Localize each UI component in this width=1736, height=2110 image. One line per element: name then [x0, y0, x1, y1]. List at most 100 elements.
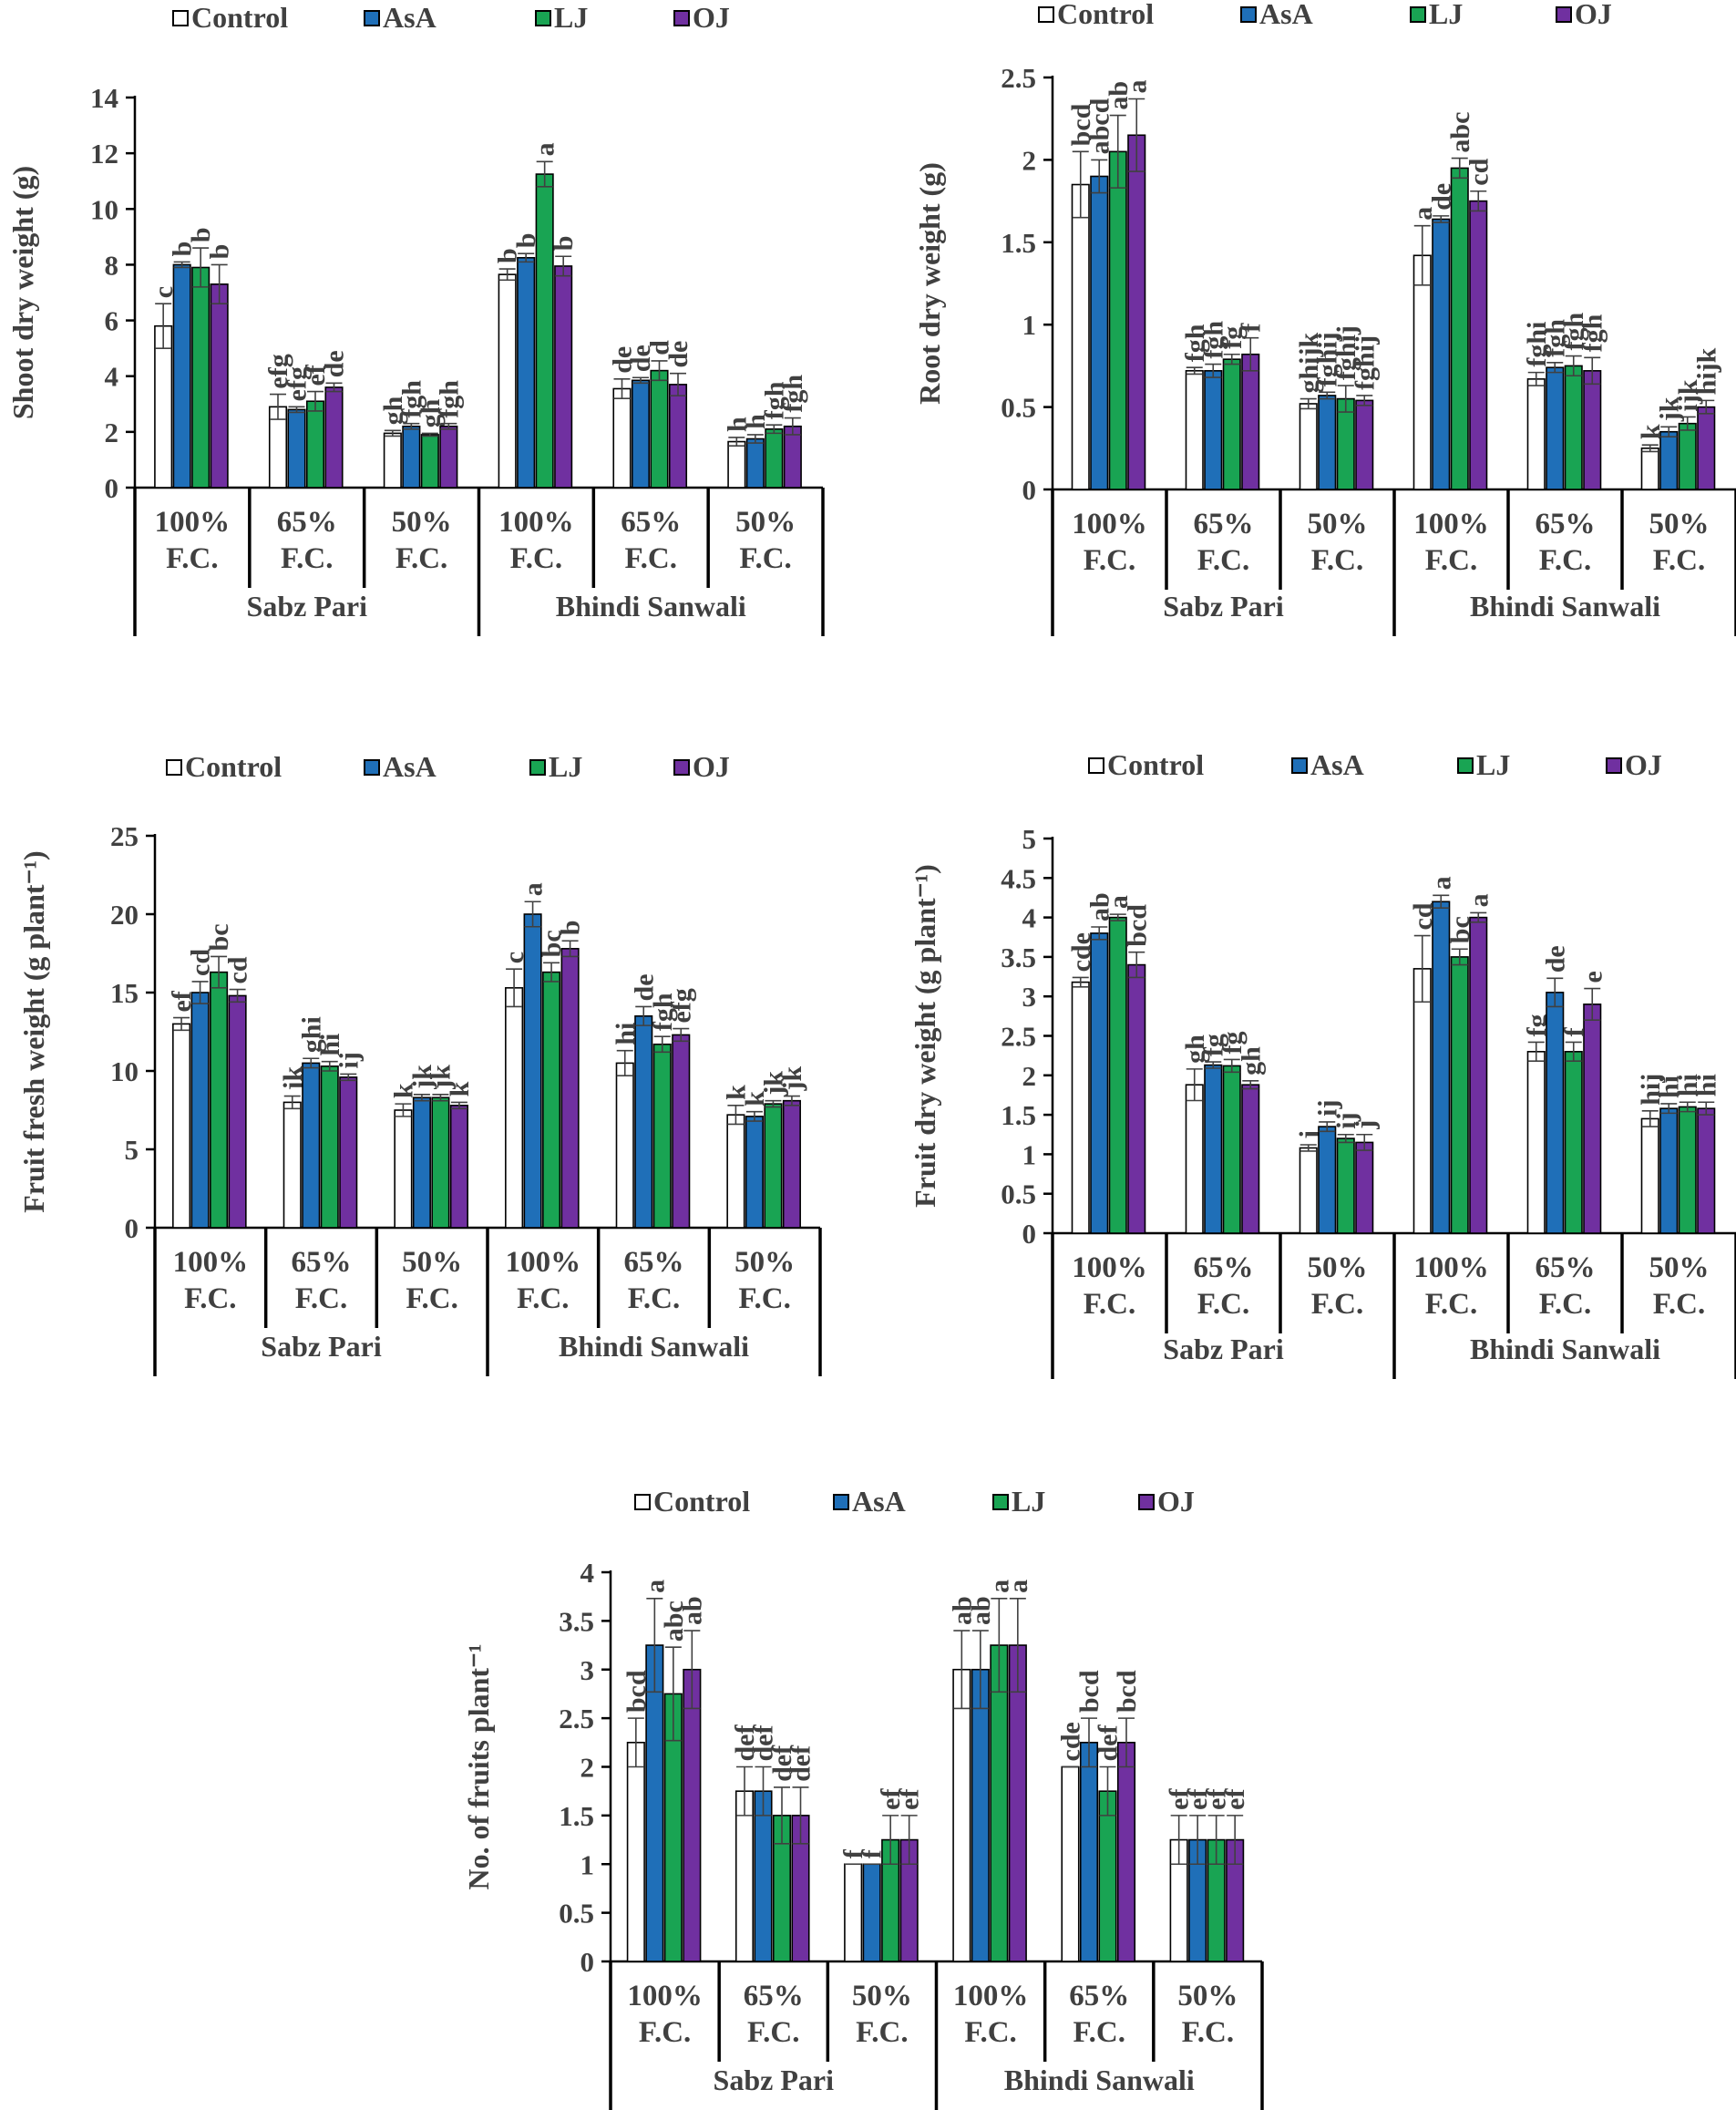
bar-lj [1564, 365, 1583, 490]
category-label: 100% [627, 1980, 703, 2012]
significance-letter: fgh [1180, 324, 1210, 362]
y-tick-label: 20 [110, 899, 139, 931]
y-tick-label: 0.5 [559, 1898, 594, 1930]
y-tick-label: 5 [1022, 823, 1037, 855]
bar-asa [402, 425, 421, 489]
legend-swatch-asa [364, 759, 380, 776]
significance-letter: abcd [1084, 98, 1115, 154]
group-label: Sabz Pari [247, 590, 368, 623]
bar-oj [339, 1076, 358, 1229]
category-label: 65% [277, 506, 337, 539]
y-tick-label: 2 [105, 417, 119, 448]
significance-letter: ab [1104, 81, 1134, 110]
bar-oj [1127, 963, 1146, 1234]
y-tick-label: 14 [90, 82, 118, 114]
significance-letter: fg [1198, 1034, 1228, 1056]
significance-letter: fgh [1198, 321, 1228, 359]
legend-swatch-control [634, 1494, 651, 1510]
bar-control [1299, 403, 1318, 490]
group-label: Bhindi Sanwali [1470, 590, 1660, 623]
significance-letter: fgh [759, 381, 789, 419]
bar-asa [862, 1863, 881, 1962]
bar-oj [783, 425, 802, 489]
category-label: F.C. [738, 1282, 790, 1315]
significance-letter: a [1003, 1580, 1033, 1593]
category-label: 65% [1536, 1251, 1596, 1284]
significance-letter: fgh [434, 380, 464, 418]
bar-lj [1336, 1137, 1355, 1234]
bar-lj [1108, 916, 1127, 1234]
y-tick-label: 1.5 [559, 1800, 594, 1832]
y-tick-label: 5 [125, 1134, 139, 1166]
y-tick-label: 1.5 [1001, 227, 1036, 259]
chart-5: Control AsA LJ OJ No. of fruits plant⁻¹ 0 0.5 1… [462, 1485, 1264, 2110]
significance-letter: fgh [778, 375, 808, 413]
significance-letter: ef [301, 364, 331, 386]
category-label: 100% [498, 506, 574, 539]
legend-swatch-oj [673, 759, 690, 776]
category-label: F.C. [1539, 544, 1591, 577]
category-label: F.C. [639, 2016, 691, 2049]
bar-oj [1127, 134, 1146, 490]
legend-label-oj: OJ [1625, 748, 1662, 781]
bar-oj [210, 283, 229, 489]
significance-letter: fgh [648, 993, 678, 1031]
significance-letter: jk [1654, 396, 1684, 422]
bar-asa [1432, 218, 1451, 490]
legend-label-lj: LJ [549, 750, 582, 783]
significance-letter: a [640, 1580, 670, 1593]
bar-lj [1678, 422, 1697, 490]
category-label: F.C. [1197, 1288, 1249, 1321]
significance-letter: de [608, 346, 638, 374]
bar-oj [1697, 406, 1716, 490]
significance-letter: ef [1220, 1788, 1250, 1810]
bar-control [1299, 1147, 1318, 1234]
bar-lj [305, 400, 325, 489]
y-tick-label: 4 [105, 361, 119, 393]
legend: Control AsA LJ OJ [1088, 748, 1662, 781]
category-label: 50% [1177, 1980, 1238, 2012]
bar-control [172, 1023, 191, 1229]
legend: Control AsA LJ OJ [172, 1, 730, 34]
significance-letter: de [320, 350, 350, 377]
significance-letter: ab [677, 1596, 707, 1625]
significance-letter: j [1294, 1130, 1324, 1140]
category-label: F.C. [856, 2016, 908, 2049]
significance-letter: def [786, 1745, 817, 1782]
bar-oj [1241, 353, 1260, 490]
category-label: 65% [292, 1246, 352, 1279]
bar-oj [782, 1099, 801, 1229]
significance-letter: ef [1183, 1788, 1213, 1810]
significance-letter: ef [895, 1788, 925, 1810]
significance-letter: fghi [1522, 322, 1552, 367]
chart-3: Control AsA LJ OJ Fruit fresh weight (g plan… [17, 750, 822, 1376]
category-label: F.C. [295, 1282, 347, 1315]
category-label: F.C. [1084, 544, 1135, 577]
significance-letter: jk [777, 1066, 807, 1092]
legend-swatch-lj [1457, 757, 1474, 774]
category-label: F.C. [1653, 1288, 1705, 1321]
legend-swatch-asa [1291, 757, 1308, 774]
bar-control [505, 987, 524, 1229]
category-label: F.C. [1425, 544, 1477, 577]
bar-oj [668, 384, 688, 489]
y-tick-label: 0 [1022, 474, 1037, 506]
significance-letter: b [556, 921, 586, 936]
group-label: Bhindi Sanwali [1470, 1333, 1660, 1365]
significance-letter: fgh [1559, 313, 1589, 351]
significance-letter: k [388, 1083, 418, 1098]
significance-letter: c [499, 952, 529, 963]
bar-oj [1697, 1107, 1716, 1234]
chart-1: Control AsA LJ OJ Shoot dry weight (g) 0 2 4 6 8 1… [6, 1, 825, 636]
bar-control [1526, 378, 1546, 490]
y-tick-label: 1 [580, 1848, 595, 1880]
significance-letter: k [1636, 424, 1666, 439]
significance-letter: abc [659, 1601, 689, 1642]
category-label: F.C. [1653, 544, 1705, 577]
bar-control [1526, 1051, 1546, 1234]
bar-asa [1079, 1742, 1099, 1962]
significance-letter: abc [1445, 112, 1475, 153]
legend-label-asa: AsA [852, 1485, 906, 1518]
category-label: 65% [1194, 1251, 1254, 1284]
